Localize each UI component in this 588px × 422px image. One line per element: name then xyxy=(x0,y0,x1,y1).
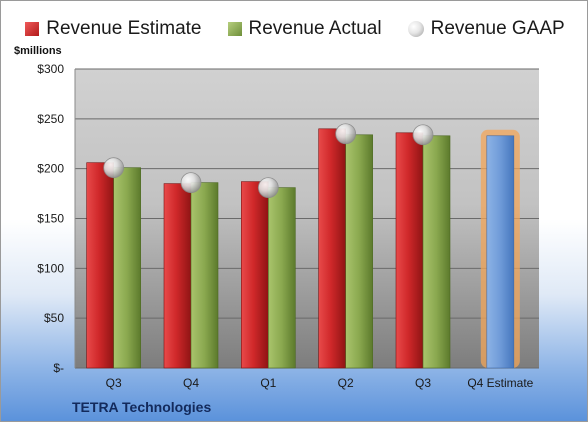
bar-revenue-actual xyxy=(345,134,373,369)
legend-label-actual: Revenue Actual xyxy=(248,18,382,39)
bar-revenue-actual xyxy=(190,182,219,369)
x-tick-label: Q2 xyxy=(338,376,354,390)
legend-swatch-estimate xyxy=(25,22,40,36)
legend: Revenue Estimate Revenue Actual Revenue … xyxy=(1,15,587,43)
legend-item-estimate: Revenue Estimate xyxy=(25,18,202,40)
y-axis-unit-label: $millions xyxy=(14,45,62,57)
legend-item-actual: Revenue Actual xyxy=(227,18,382,40)
y-tick-label: $200 xyxy=(37,162,64,176)
x-tick-label: Q1 xyxy=(260,376,276,390)
y-tick-label: $100 xyxy=(37,261,64,275)
y-tick-label: $150 xyxy=(37,212,64,226)
y-tick-label: $50 xyxy=(44,311,64,325)
legend-item-gaap: Revenue GAAP xyxy=(407,18,565,40)
bar-revenue-estimate xyxy=(163,183,192,369)
bar-revenue-actual xyxy=(113,167,141,369)
marker-revenue-gaap xyxy=(257,177,279,199)
x-tick-label: Q3 xyxy=(106,376,122,390)
bar-revenue-actual xyxy=(422,135,451,369)
legend-label-estimate: Revenue Estimate xyxy=(46,18,202,39)
x-tick-label: Q4 xyxy=(183,376,199,390)
marker-revenue-gaap xyxy=(180,172,202,194)
x-tick-label: Q3 xyxy=(415,376,431,390)
y-tick-label: $250 xyxy=(37,112,64,126)
marker-revenue-gaap xyxy=(412,124,434,146)
company-name: TETRA Technologies xyxy=(72,399,212,415)
y-tick-label: $- xyxy=(53,361,64,375)
bar-revenue-estimate xyxy=(318,128,346,369)
bar-estimate-future xyxy=(486,135,515,369)
x-tick-label: Q4 Estimate xyxy=(467,376,533,390)
bar-revenue-estimate xyxy=(241,181,269,369)
bar-revenue-actual xyxy=(268,187,296,369)
legend-swatch-actual xyxy=(227,22,242,36)
y-tick-label: $300 xyxy=(37,62,64,76)
marker-revenue-gaap xyxy=(335,123,357,145)
marker-revenue-gaap xyxy=(103,157,125,179)
bar-revenue-estimate xyxy=(395,132,424,369)
legend-swatch-gaap xyxy=(407,21,424,37)
bar-revenue-estimate xyxy=(86,162,114,369)
legend-label-gaap: Revenue GAAP xyxy=(430,18,565,39)
